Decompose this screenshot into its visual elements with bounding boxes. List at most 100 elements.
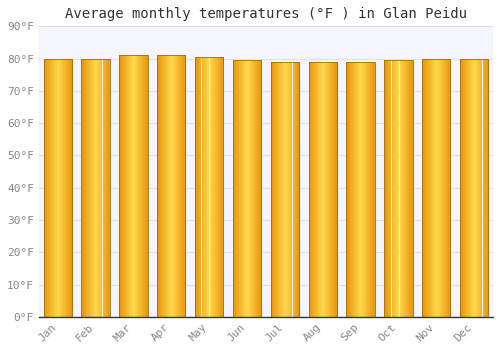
Bar bbox=[291, 62, 292, 317]
Bar bbox=[48, 58, 50, 317]
Bar bbox=[162, 55, 163, 317]
Bar bbox=[431, 58, 432, 317]
Bar bbox=[82, 58, 83, 317]
Bar bbox=[286, 62, 288, 317]
Bar bbox=[412, 60, 414, 317]
Bar bbox=[106, 58, 107, 317]
Bar bbox=[233, 60, 234, 317]
Bar bbox=[82, 58, 110, 317]
Bar bbox=[434, 58, 435, 317]
Bar bbox=[181, 55, 182, 317]
Bar bbox=[163, 55, 164, 317]
Bar bbox=[384, 60, 412, 317]
Bar bbox=[119, 55, 148, 317]
Bar bbox=[46, 58, 47, 317]
Bar bbox=[284, 62, 285, 317]
Bar bbox=[488, 58, 489, 317]
Bar bbox=[219, 57, 220, 317]
Bar bbox=[432, 58, 433, 317]
Bar bbox=[399, 60, 400, 317]
Bar bbox=[249, 60, 250, 317]
Bar bbox=[69, 58, 70, 317]
Bar bbox=[436, 58, 438, 317]
Bar bbox=[240, 60, 241, 317]
Bar bbox=[400, 60, 401, 317]
Bar bbox=[308, 62, 309, 317]
Bar bbox=[471, 58, 472, 317]
Bar bbox=[173, 55, 174, 317]
Bar bbox=[346, 62, 347, 317]
Bar bbox=[402, 60, 403, 317]
Bar bbox=[55, 58, 56, 317]
Bar bbox=[174, 55, 176, 317]
Bar bbox=[294, 62, 296, 317]
Bar bbox=[326, 62, 328, 317]
Bar bbox=[409, 60, 410, 317]
Bar bbox=[309, 62, 310, 317]
Bar bbox=[272, 62, 273, 317]
Bar bbox=[66, 58, 67, 317]
Bar bbox=[90, 58, 91, 317]
Bar bbox=[428, 58, 430, 317]
Bar bbox=[483, 58, 484, 317]
Bar bbox=[463, 58, 464, 317]
Bar bbox=[289, 62, 290, 317]
Bar bbox=[443, 58, 444, 317]
Bar bbox=[134, 55, 135, 317]
Bar bbox=[444, 58, 446, 317]
Bar bbox=[315, 62, 316, 317]
Bar bbox=[92, 58, 93, 317]
Bar bbox=[47, 58, 48, 317]
Bar bbox=[422, 58, 450, 317]
Bar bbox=[354, 62, 355, 317]
Bar bbox=[482, 58, 483, 317]
Bar bbox=[222, 57, 224, 317]
Bar bbox=[332, 62, 333, 317]
Bar bbox=[70, 58, 71, 317]
Bar bbox=[216, 57, 217, 317]
Bar bbox=[475, 58, 476, 317]
Bar bbox=[58, 58, 59, 317]
Bar bbox=[44, 58, 72, 317]
Bar bbox=[166, 55, 168, 317]
Bar bbox=[214, 57, 216, 317]
Bar bbox=[102, 58, 103, 317]
Bar bbox=[299, 62, 300, 317]
Bar bbox=[100, 58, 101, 317]
Bar bbox=[290, 62, 291, 317]
Bar bbox=[195, 57, 196, 317]
Bar bbox=[361, 62, 362, 317]
Bar bbox=[202, 57, 203, 317]
Bar bbox=[277, 62, 278, 317]
Bar bbox=[446, 58, 447, 317]
Bar bbox=[410, 60, 411, 317]
Bar bbox=[62, 58, 63, 317]
Bar bbox=[480, 58, 481, 317]
Bar bbox=[165, 55, 166, 317]
Bar bbox=[407, 60, 408, 317]
Bar bbox=[180, 55, 181, 317]
Bar bbox=[157, 55, 186, 317]
Bar bbox=[136, 55, 138, 317]
Bar bbox=[312, 62, 313, 317]
Bar bbox=[67, 58, 68, 317]
Bar bbox=[392, 60, 393, 317]
Bar bbox=[91, 58, 92, 317]
Bar bbox=[274, 62, 275, 317]
Bar bbox=[139, 55, 140, 317]
Bar bbox=[86, 58, 87, 317]
Bar bbox=[318, 62, 320, 317]
Bar bbox=[363, 62, 364, 317]
Bar bbox=[204, 57, 205, 317]
Bar bbox=[450, 58, 451, 317]
Bar bbox=[273, 62, 274, 317]
Bar bbox=[83, 58, 84, 317]
Bar bbox=[316, 62, 317, 317]
Bar bbox=[474, 58, 475, 317]
Bar bbox=[87, 58, 88, 317]
Bar bbox=[465, 58, 466, 317]
Bar bbox=[171, 55, 172, 317]
Bar bbox=[479, 58, 480, 317]
Bar bbox=[142, 55, 144, 317]
Bar bbox=[250, 60, 251, 317]
